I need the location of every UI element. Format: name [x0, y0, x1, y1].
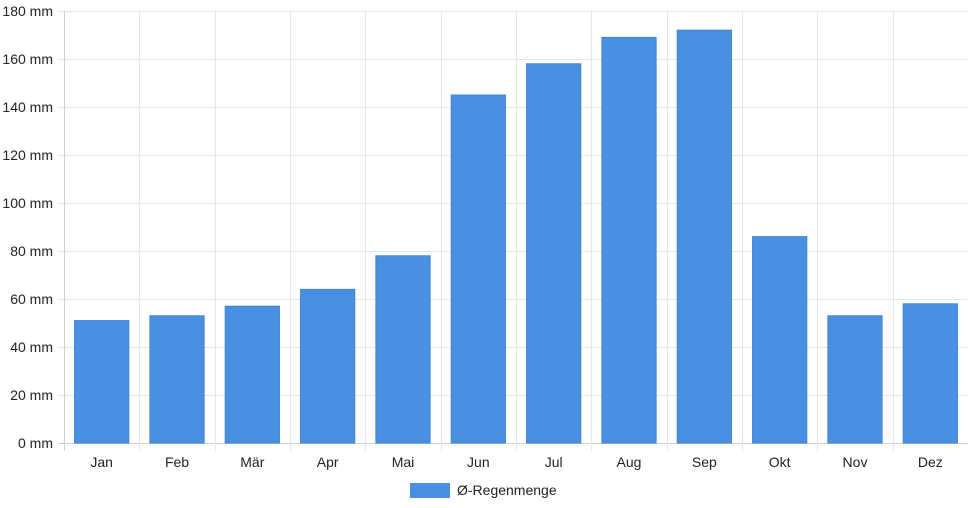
y-tick-label: 0 mm [18, 435, 53, 451]
x-tick-label: Mai [392, 454, 415, 470]
x-tick-label: Aug [617, 454, 642, 470]
y-tick-label: 120 mm [2, 147, 53, 163]
legend[interactable]: Ø-Regenmenge [410, 482, 557, 498]
legend-swatch[interactable] [410, 483, 450, 498]
bar-jul[interactable] [526, 63, 582, 444]
bar-sep[interactable] [676, 29, 732, 444]
x-tick-label: Jan [90, 454, 113, 470]
x-tick-label: Jun [467, 454, 490, 470]
bar-aug[interactable] [601, 36, 657, 444]
axis-layer: 0 mm 20 mm 40 mm 60 mm 80 mm 100 mm 120 mm 140 … [2, 3, 942, 470]
y-tick-label: 80 mm [10, 243, 53, 259]
x-tick-label: Nov [843, 454, 868, 470]
y-tick-label: 140 mm [2, 99, 53, 115]
bar-nov[interactable] [827, 315, 883, 444]
y-tick-label: 160 mm [2, 51, 53, 67]
legend-label[interactable]: Ø-Regenmenge [457, 482, 557, 498]
y-tick-label: 60 mm [10, 291, 53, 307]
bar-apr[interactable] [300, 288, 356, 444]
bar-mär[interactable] [224, 305, 280, 444]
y-tick-label: 180 mm [2, 3, 53, 19]
bar-okt[interactable] [752, 236, 808, 444]
bars-layer [74, 29, 958, 444]
bar-mai[interactable] [375, 255, 431, 444]
x-tick-label: Mär [240, 454, 264, 470]
bar-feb[interactable] [149, 315, 205, 444]
y-tick-label: 100 mm [2, 195, 53, 211]
x-tick-label: Feb [165, 454, 189, 470]
grid-layer [58, 11, 968, 451]
bar-dez[interactable] [902, 303, 958, 444]
x-tick-label: Dez [918, 454, 943, 470]
x-tick-label: Jul [545, 454, 563, 470]
bar-jun[interactable] [450, 94, 506, 444]
bar-jan[interactable] [74, 320, 130, 444]
y-tick-label: 40 mm [10, 339, 53, 355]
y-tick-label: 20 mm [10, 387, 53, 403]
x-tick-label: Okt [769, 454, 791, 470]
x-tick-label: Sep [692, 454, 717, 470]
x-tick-label: Apr [317, 454, 339, 470]
